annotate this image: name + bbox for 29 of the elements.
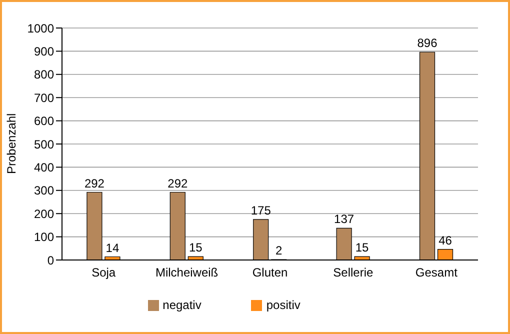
y-tick-label: 200 <box>34 206 54 221</box>
legend-label: negativ <box>162 298 202 312</box>
y-tick-label: 300 <box>34 184 54 198</box>
data-label: 14 <box>106 240 120 255</box>
y-tick-label: 100 <box>34 230 54 244</box>
x-tick-label: Milcheiweiß <box>155 266 218 280</box>
data-label: 137 <box>334 212 354 226</box>
data-label: 15 <box>355 240 370 255</box>
y-axis-title: Probenzahl <box>4 113 18 174</box>
data-label: 2 <box>276 244 283 258</box>
x-tick-label: Sellerie <box>333 266 374 280</box>
x-tick-label: Soja <box>92 266 116 280</box>
y-tick-label: 900 <box>34 44 54 58</box>
legend-label: positiv <box>266 298 300 312</box>
y-tick-label: 800 <box>34 68 54 82</box>
data-label: 292 <box>84 176 105 190</box>
x-tick-label: Gluten <box>252 266 288 280</box>
data-label: 896 <box>417 36 438 50</box>
y-tick-label: 0 <box>47 253 54 268</box>
x-tick-label: Gesamt <box>415 266 458 280</box>
data-label: 46 <box>438 233 452 248</box>
y-tick-label: 600 <box>34 114 54 128</box>
data-label: 292 <box>168 176 188 190</box>
y-tick-label: 400 <box>34 160 54 174</box>
data-label: 175 <box>250 203 272 218</box>
y-tick-label: 500 <box>34 137 54 152</box>
data-label: 15 <box>188 240 203 255</box>
y-tick-label: 700 <box>34 90 54 105</box>
y-tick-label: 1000 <box>27 21 54 36</box>
